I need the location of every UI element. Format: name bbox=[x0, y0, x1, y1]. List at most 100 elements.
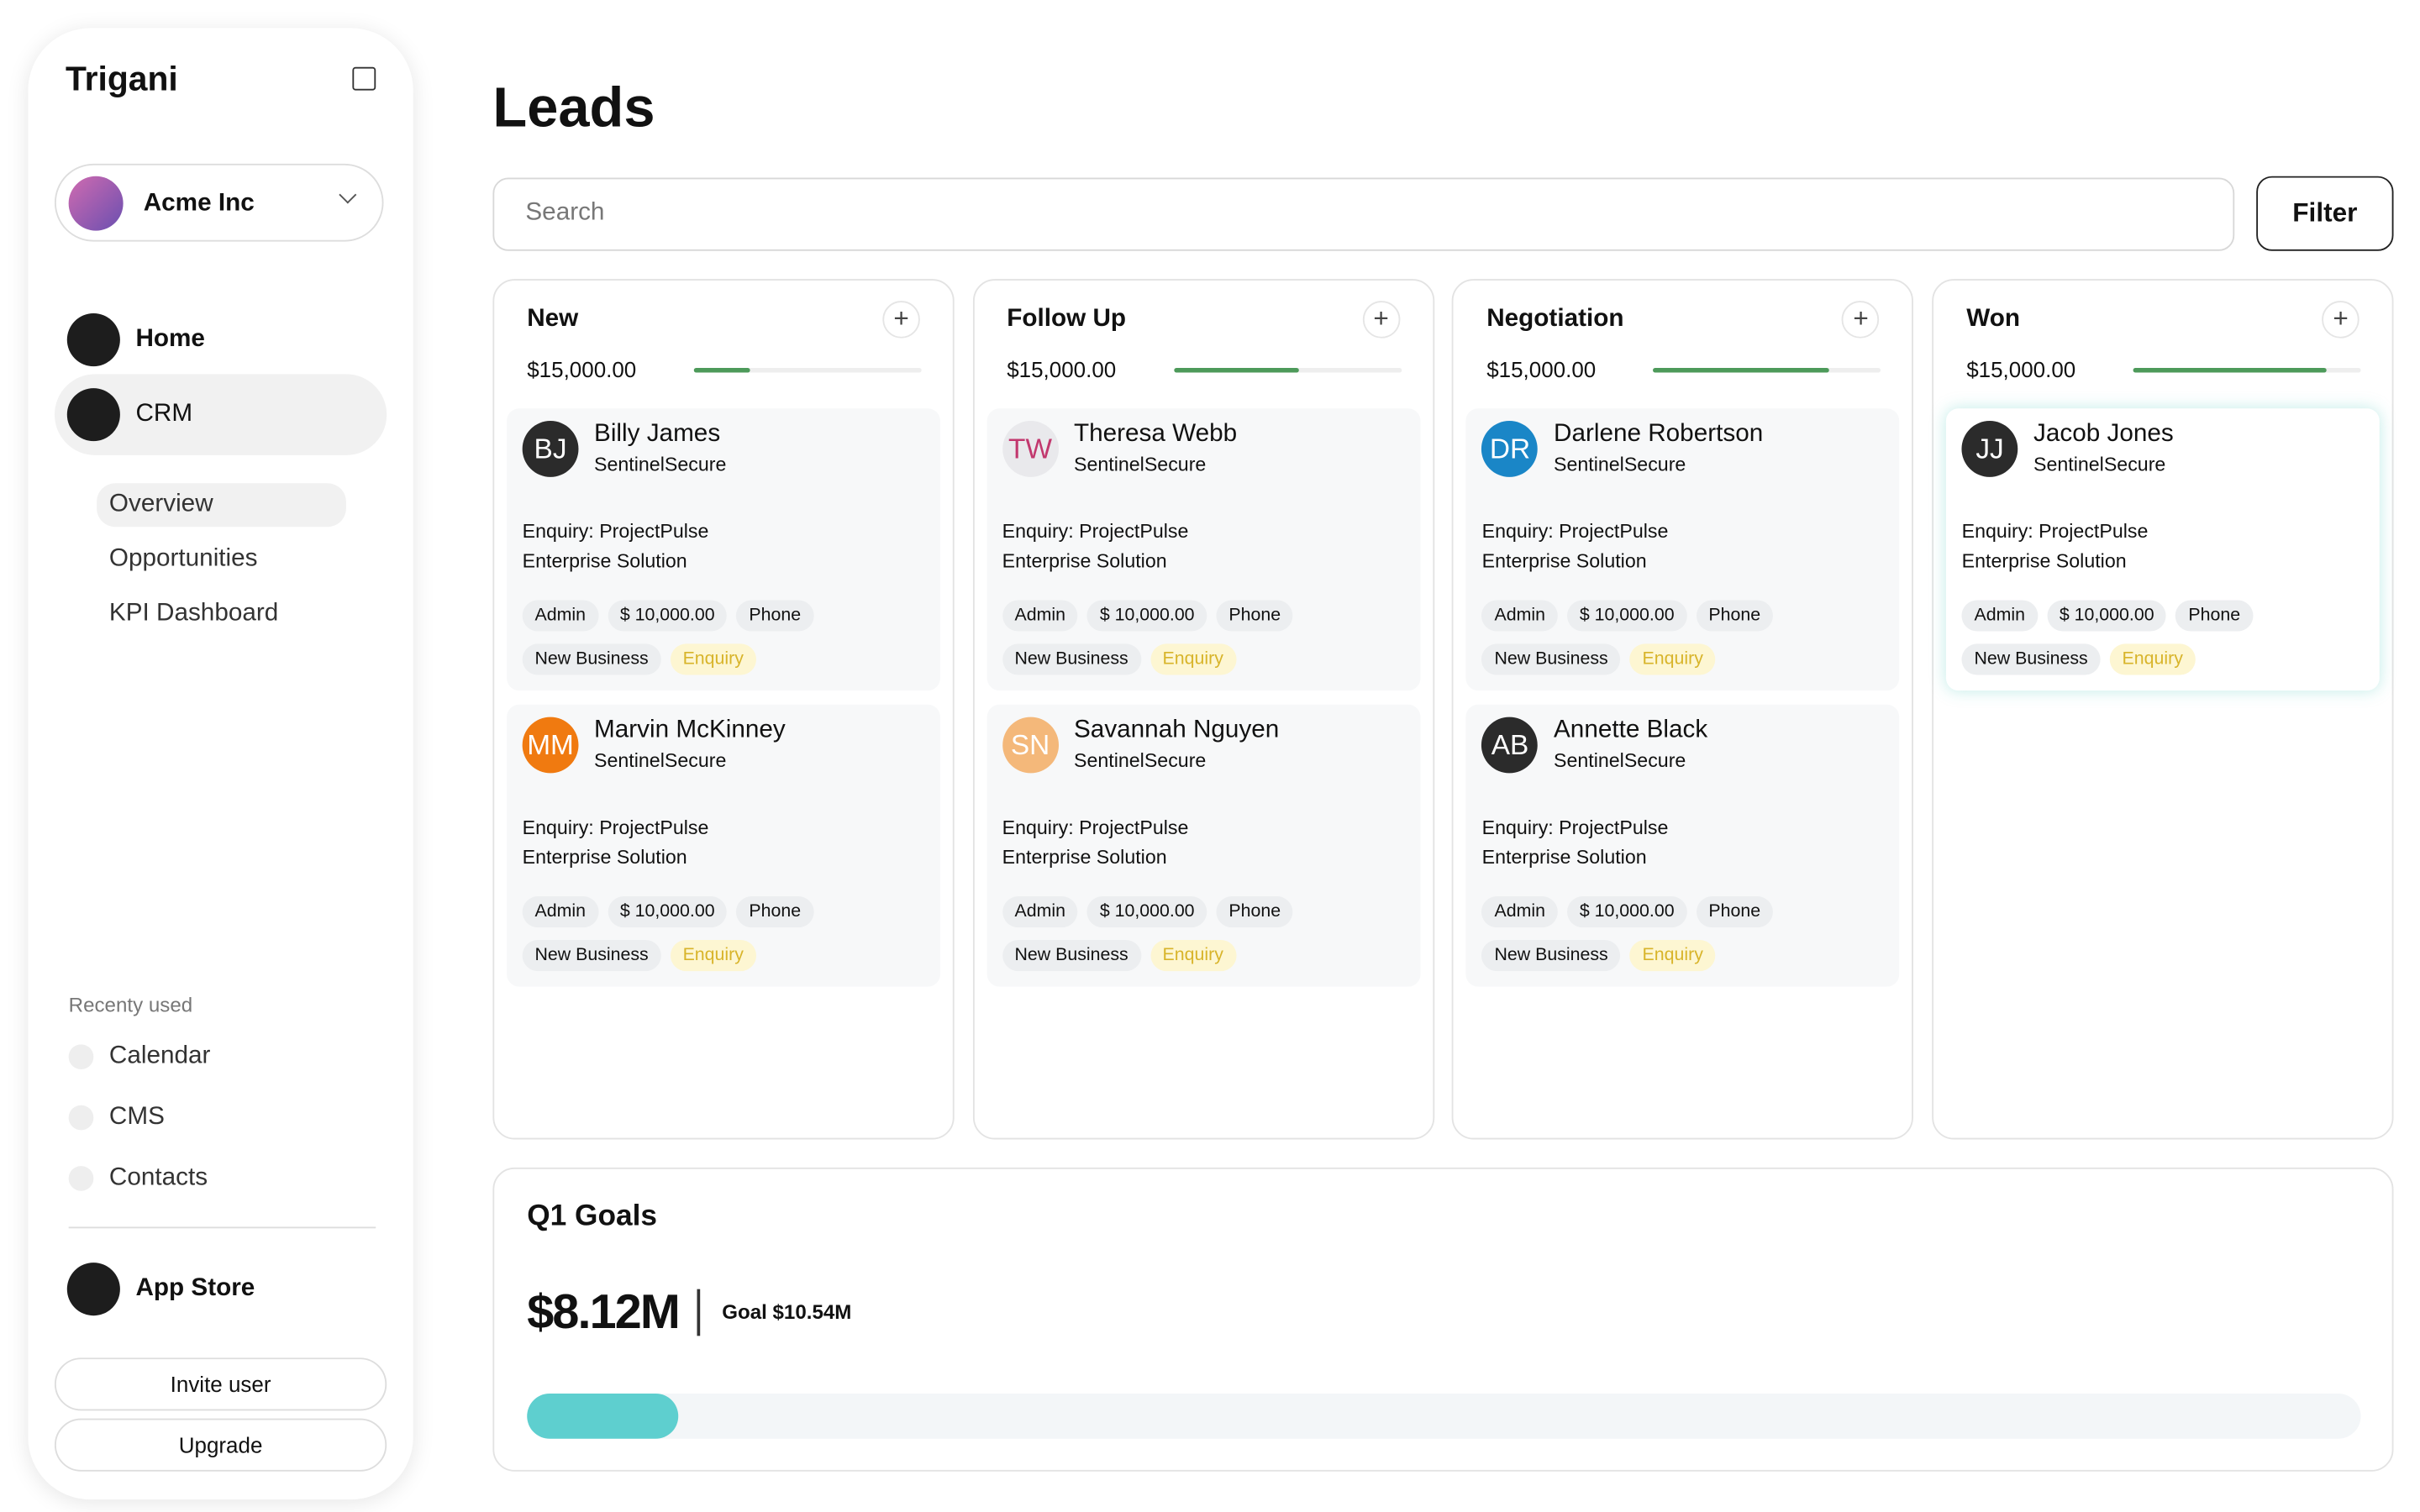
lead-card[interactable]: JJ Jacob Jones SentinelSecure Enquiry: Proj… bbox=[1946, 408, 2380, 691]
enquiry-text: Enquiry: ProjectPulse bbox=[522, 520, 709, 543]
lead-name: Theresa Webb bbox=[1073, 421, 1238, 448]
lead-name: Savannah Nguyen bbox=[1073, 717, 1280, 744]
recent-icon bbox=[68, 1166, 94, 1191]
kanban-column: Follow Up + $15,000.00 TW Theresa Webb Sentin… bbox=[972, 279, 1434, 1140]
lead-company: SentinelSecure bbox=[1554, 749, 1686, 772]
tag: Enquiry bbox=[1629, 939, 1716, 972]
lead-name: Jacob Jones bbox=[2033, 421, 2174, 448]
enquiry-text: Enterprise Solution bbox=[1481, 846, 1647, 869]
tag: Phone bbox=[1696, 600, 1773, 632]
nav-item[interactable]: CRM bbox=[54, 374, 387, 455]
sub-nav-item[interactable]: Opportunities bbox=[108, 545, 258, 573]
divider bbox=[68, 1226, 376, 1229]
lead-card[interactable]: AB Annette Black SentinelSecure Enquiry: Pr… bbox=[1466, 704, 1900, 987]
progress-fill bbox=[1653, 367, 1830, 373]
goals-fill bbox=[527, 1393, 679, 1439]
tag: Admin bbox=[522, 896, 598, 928]
tag: New Business bbox=[1002, 939, 1141, 972]
sidebar: Trigani Acme Inc Home CRM Overview Opportunit… bbox=[28, 28, 413, 1500]
enquiry-text: Enterprise Solution bbox=[1961, 550, 2127, 573]
add-button[interactable]: + bbox=[1842, 301, 1880, 339]
tag: Admin bbox=[1961, 600, 2038, 632]
tags: Admin $ 10,000.00 Phone New Business Enquiry bbox=[1002, 600, 1416, 687]
tag: Enquiry bbox=[2109, 643, 2196, 675]
recent-item[interactable]: CMS bbox=[68, 1104, 165, 1131]
column-title: Follow Up bbox=[1007, 305, 1127, 333]
tag: New Business bbox=[522, 643, 661, 675]
kanban-column: Won + $15,000.00 JJ Jacob Jones SentinelSecur… bbox=[1932, 279, 2394, 1140]
upgrade-button[interactable]: Upgrade bbox=[54, 1418, 387, 1472]
avatar: JJ bbox=[1961, 421, 2018, 477]
lead-card[interactable]: MM Marvin McKinney SentinelSecure Enquiry: … bbox=[507, 704, 940, 987]
tags: Admin $ 10,000.00 Phone New Business Enquiry bbox=[1002, 896, 1416, 984]
tag: Admin bbox=[1481, 600, 1558, 632]
collapse-button[interactable] bbox=[352, 66, 376, 91]
lead-card[interactable]: DR Darlene Robertson SentinelSecure Enquiry… bbox=[1466, 408, 1900, 691]
goals-track bbox=[527, 1393, 2361, 1439]
tag: New Business bbox=[1481, 643, 1621, 675]
goals-title: Q1 Goals bbox=[527, 1200, 658, 1233]
section-label: Recenty used bbox=[68, 993, 193, 1016]
add-button[interactable]: + bbox=[2322, 301, 2360, 339]
tag: $ 10,000.00 bbox=[607, 600, 728, 632]
nav-icon bbox=[66, 388, 120, 442]
column-amount: $15,000.00 bbox=[1007, 356, 1117, 382]
kanban-column: New + $15,000.00 BJ Billy James SentinelSecur… bbox=[492, 279, 955, 1140]
tag: Enquiry bbox=[1629, 643, 1716, 675]
search-input[interactable]: Search bbox=[492, 177, 2235, 251]
tag: Phone bbox=[1216, 896, 1293, 928]
invite-button[interactable]: Invite user bbox=[54, 1357, 387, 1411]
goals-panel: Q1 Goals $8.12M Goal $10.54M bbox=[492, 1167, 2394, 1472]
tag: Phone bbox=[1216, 600, 1293, 632]
add-button[interactable]: + bbox=[882, 301, 920, 339]
tag: $ 10,000.00 bbox=[2046, 600, 2167, 632]
recent-item[interactable]: Calendar bbox=[68, 1042, 211, 1070]
enquiry-text: Enquiry: ProjectPulse bbox=[1481, 816, 1669, 839]
lead-company: SentinelSecure bbox=[1554, 454, 1686, 475]
nav-label: CRM bbox=[135, 400, 193, 428]
tag: Admin bbox=[1002, 600, 1078, 632]
lead-company: SentinelSecure bbox=[594, 749, 727, 772]
recent-item[interactable]: Contacts bbox=[68, 1164, 208, 1192]
tag: New Business bbox=[1961, 643, 2101, 675]
nav-label: Home bbox=[135, 325, 205, 353]
enquiry-text: Enquiry: ProjectPulse bbox=[522, 816, 709, 839]
filter-button[interactable]: Filter bbox=[2256, 176, 2394, 251]
workspace-avatar bbox=[68, 176, 124, 231]
lead-card[interactable]: BJ Billy James SentinelSecure Enquiry: Proj… bbox=[507, 408, 940, 691]
recent-label: Calendar bbox=[108, 1042, 211, 1070]
add-button[interactable]: + bbox=[1362, 301, 1400, 339]
sub-nav-item[interactable]: Overview bbox=[97, 483, 346, 528]
lead-card[interactable]: TW Theresa Webb SentinelSecure Enquiry: Pro… bbox=[986, 408, 1420, 691]
tag: Admin bbox=[522, 600, 598, 632]
lead-card[interactable]: SN Savannah Nguyen SentinelSecure Enquiry: … bbox=[986, 704, 1420, 987]
progress-track bbox=[1653, 367, 1881, 373]
enquiry-text: Enquiry: ProjectPulse bbox=[1002, 520, 1189, 543]
goals-divider bbox=[697, 1289, 700, 1336]
enquiry-text: Enterprise Solution bbox=[522, 846, 687, 869]
progress-track bbox=[1173, 367, 1402, 373]
column-title: Negotiation bbox=[1486, 305, 1624, 333]
lead-name: Marvin McKinney bbox=[594, 717, 786, 744]
progress-track bbox=[693, 367, 922, 373]
app-store-label: App Store bbox=[135, 1274, 255, 1302]
progress-fill bbox=[693, 367, 750, 373]
tags: Admin $ 10,000.00 Phone New Business Enquiry bbox=[522, 600, 936, 687]
progress-fill bbox=[2133, 367, 2327, 373]
chevron bbox=[339, 186, 357, 204]
nav-item[interactable]: Home bbox=[55, 299, 387, 380]
app-store[interactable]: App Store bbox=[55, 1248, 387, 1329]
tag: Enquiry bbox=[1150, 643, 1236, 675]
enquiry-text: Enquiry: ProjectPulse bbox=[1961, 520, 2149, 543]
enquiry-text: Enquiry: ProjectPulse bbox=[1481, 520, 1669, 543]
column-title: Won bbox=[1966, 305, 2020, 333]
tag: Enquiry bbox=[670, 643, 756, 675]
enquiry-text: Enterprise Solution bbox=[522, 550, 687, 573]
tag: $ 10,000.00 bbox=[1086, 600, 1207, 632]
tag: Enquiry bbox=[1150, 939, 1236, 972]
sub-nav-item[interactable]: KPI Dashboard bbox=[108, 600, 279, 627]
lead-name: Annette Black bbox=[1554, 717, 1708, 744]
lead-name: Billy James bbox=[594, 421, 721, 448]
workspace-switcher[interactable]: Acme Inc bbox=[54, 163, 384, 242]
